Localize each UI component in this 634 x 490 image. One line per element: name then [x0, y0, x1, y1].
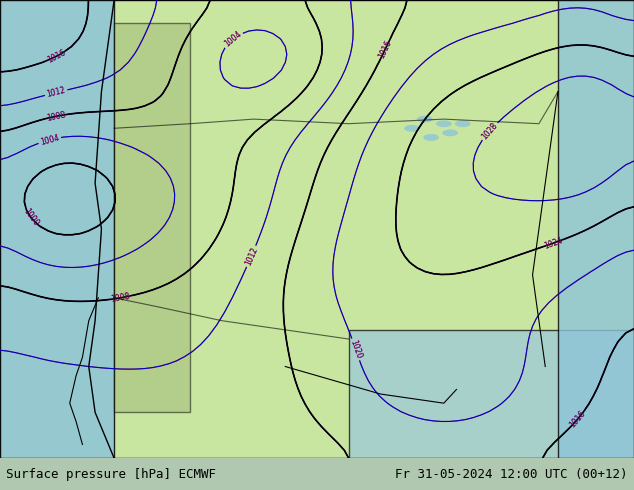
- Text: 1000: 1000: [22, 207, 40, 228]
- Text: 1024: 1024: [543, 236, 564, 250]
- Text: 1004: 1004: [223, 29, 243, 49]
- Text: 1016: 1016: [377, 38, 394, 60]
- Text: 1012: 1012: [46, 86, 67, 99]
- Text: 1000: 1000: [22, 207, 40, 228]
- Ellipse shape: [417, 116, 432, 122]
- Text: 1024: 1024: [543, 236, 564, 250]
- Text: Fr 31-05-2024 12:00 UTC (00+12): Fr 31-05-2024 12:00 UTC (00+12): [395, 467, 628, 481]
- FancyBboxPatch shape: [0, 0, 139, 458]
- Text: 1016: 1016: [568, 409, 587, 430]
- Text: 1020: 1020: [348, 339, 363, 360]
- Text: 1012: 1012: [243, 245, 259, 267]
- Text: 1008: 1008: [46, 110, 67, 122]
- Text: 1008: 1008: [46, 110, 67, 122]
- FancyBboxPatch shape: [0, 0, 114, 458]
- FancyBboxPatch shape: [349, 330, 634, 458]
- FancyBboxPatch shape: [558, 0, 634, 458]
- FancyBboxPatch shape: [114, 23, 190, 413]
- Text: 1004: 1004: [39, 133, 60, 147]
- Text: 1008: 1008: [110, 292, 131, 304]
- Text: 1016: 1016: [377, 38, 394, 60]
- Ellipse shape: [424, 134, 439, 141]
- Ellipse shape: [404, 125, 420, 132]
- Text: 1012: 1012: [243, 245, 259, 267]
- Text: 1020: 1020: [348, 339, 363, 360]
- Ellipse shape: [436, 120, 451, 127]
- Text: 1028: 1028: [480, 121, 499, 141]
- Text: 1008: 1008: [110, 292, 131, 304]
- FancyBboxPatch shape: [0, 0, 634, 458]
- Text: 1016: 1016: [46, 48, 67, 65]
- Ellipse shape: [442, 129, 458, 136]
- Text: 1004: 1004: [39, 133, 60, 147]
- Text: Surface pressure [hPa] ECMWF: Surface pressure [hPa] ECMWF: [6, 467, 216, 481]
- Text: 1004: 1004: [223, 29, 243, 49]
- Text: 1016: 1016: [46, 48, 67, 65]
- Text: 1028: 1028: [480, 121, 499, 141]
- Text: 1016: 1016: [568, 409, 587, 430]
- Ellipse shape: [455, 120, 470, 127]
- Text: 1012: 1012: [46, 86, 67, 99]
